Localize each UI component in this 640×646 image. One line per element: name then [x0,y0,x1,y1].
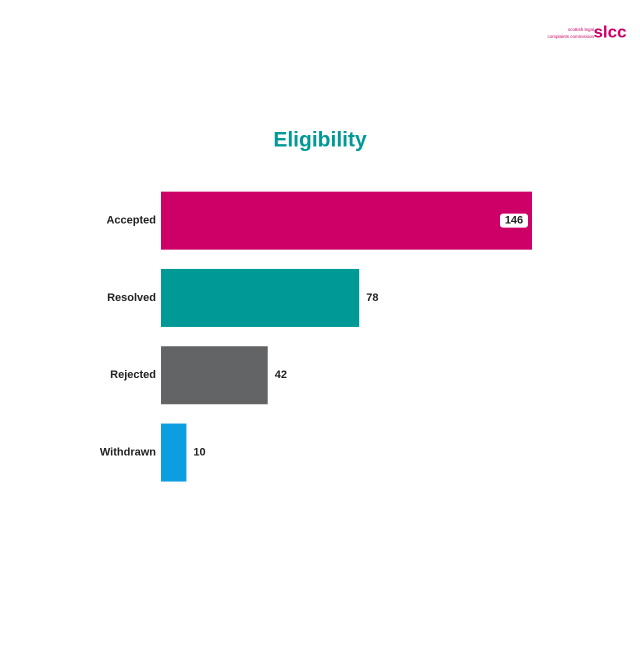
category-label: Rejected [110,369,156,381]
chart-title: Eligibility [273,129,367,152]
bar [161,191,532,250]
bar [161,346,268,405]
value-label: 146 [505,215,523,227]
value-label: 42 [275,369,287,381]
value-label: 78 [366,292,378,304]
bar [161,268,360,327]
category-label: Accepted [106,215,156,227]
category-label: Withdrawn [100,446,156,458]
value-label-box [500,213,528,228]
value-label: 10 [193,446,205,458]
bar [161,423,187,482]
logo-mark: slcc [593,22,626,41]
category-label: Resolved [107,292,156,304]
logo-text: complaints commission [547,34,594,39]
logo-text: scottish legal [568,27,594,32]
